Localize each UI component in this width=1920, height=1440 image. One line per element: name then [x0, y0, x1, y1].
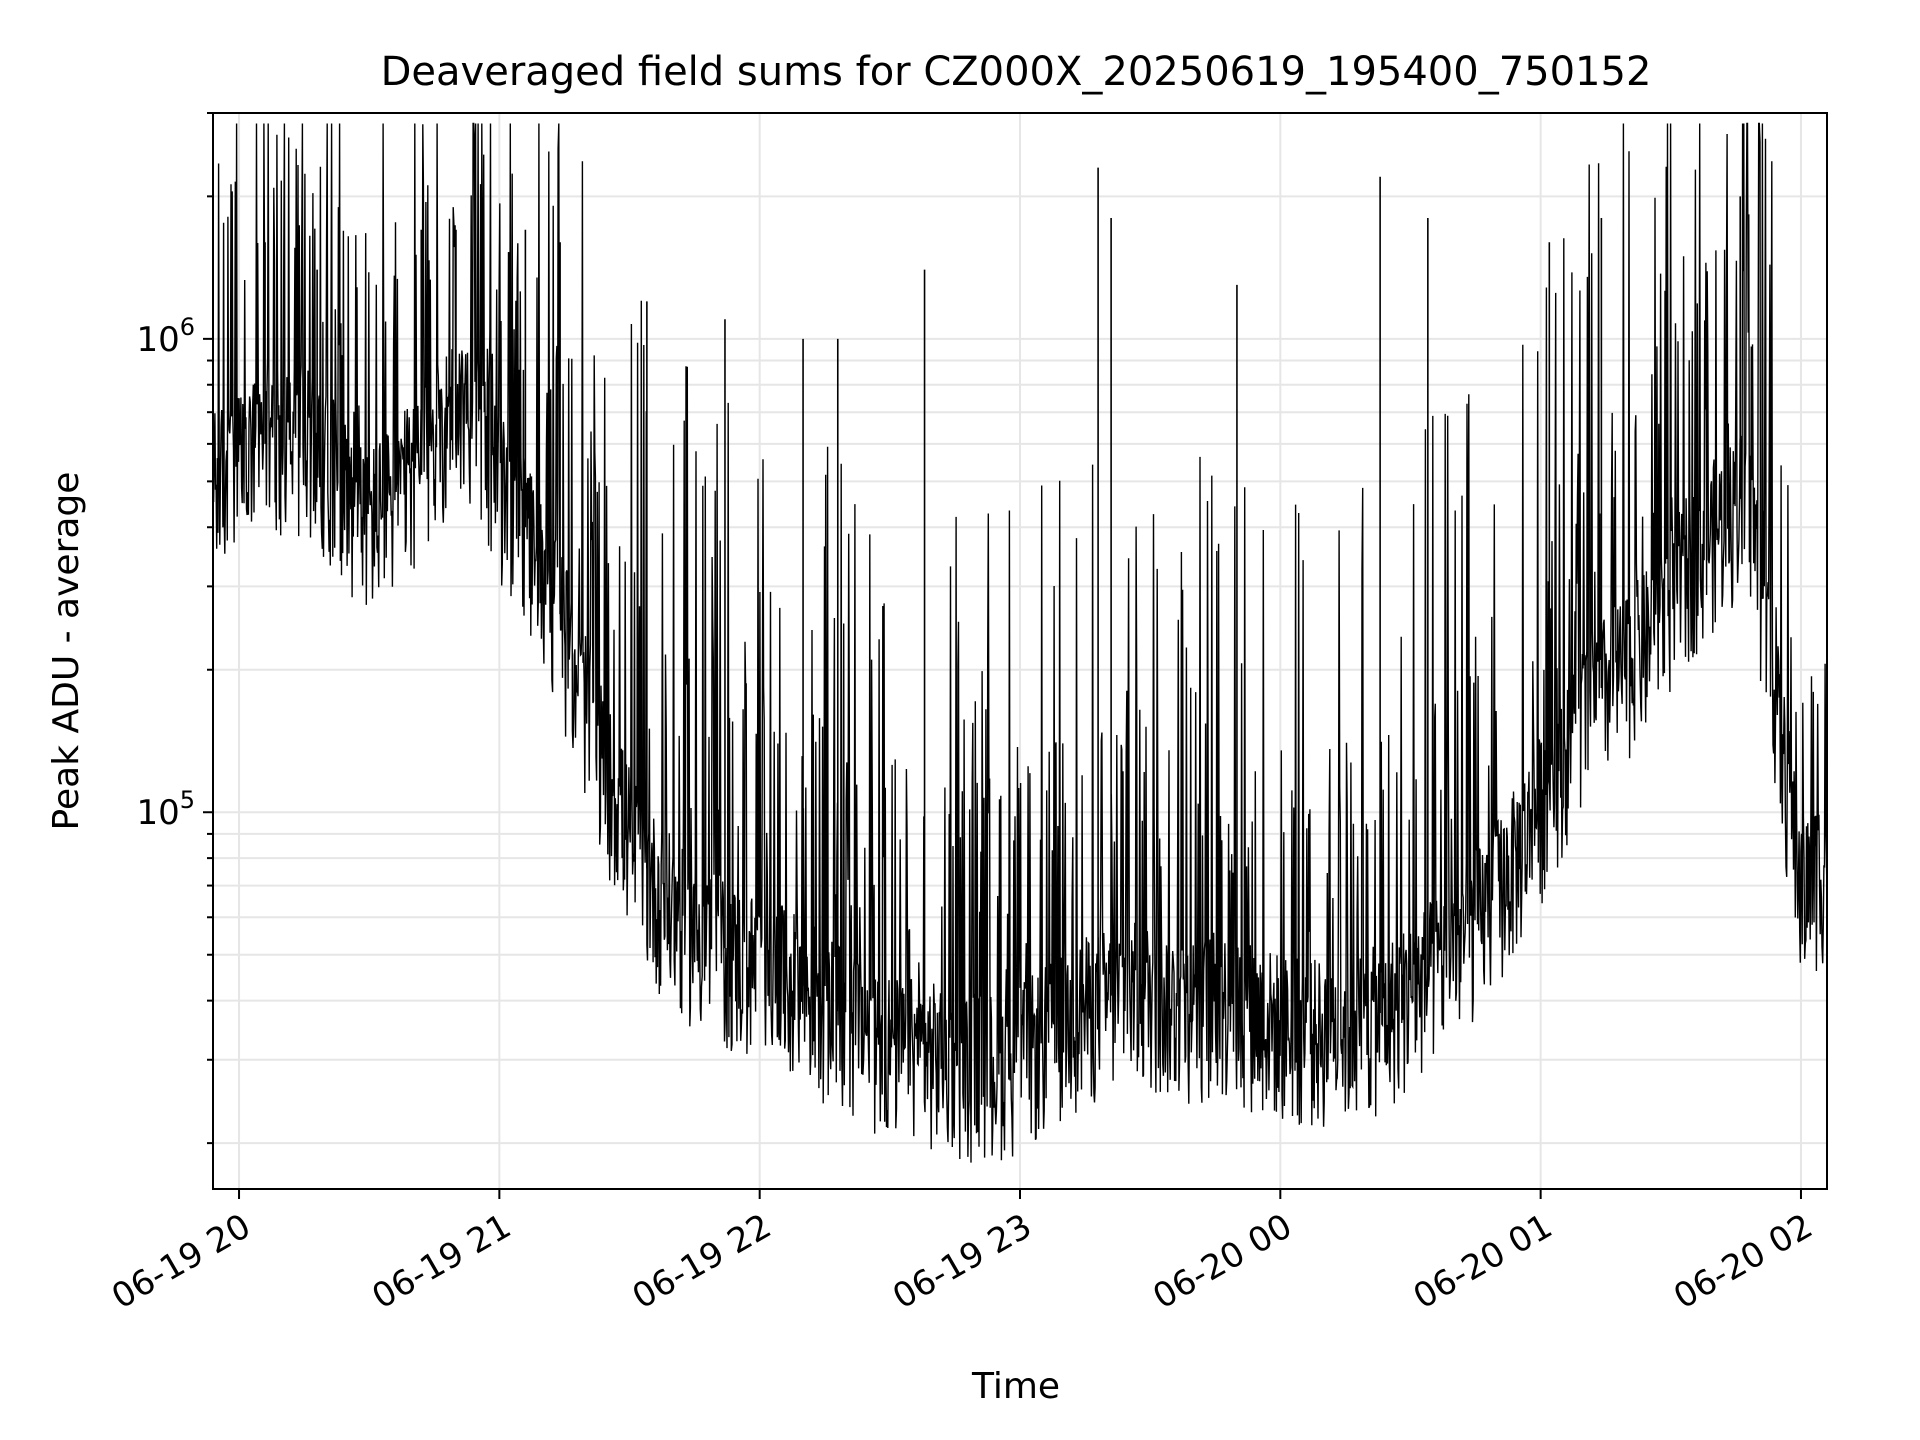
y-tick-label: 105	[136, 786, 195, 833]
x-tick-label: 06-20 02	[1667, 1206, 1819, 1317]
x-axis-label: Time	[971, 1366, 1060, 1407]
series-line	[212, 122, 1828, 1163]
x-tick-label: 06-20 01	[1407, 1206, 1559, 1317]
series	[212, 122, 1828, 1163]
chart-title: Deaveraged field sums for CZ000X_2025061…	[381, 49, 1652, 95]
y-axis-ticks: 105 106	[136, 112, 213, 1145]
y-tick-label: 106	[136, 313, 195, 360]
y-axis-label: Peak ADU - average	[46, 472, 87, 831]
x-axis-ticks: 06-19 20 06-19 21 06-19 22 06-19 23 06-20 00…	[105, 1189, 1819, 1317]
x-tick-label: 06-19 22	[626, 1206, 778, 1317]
x-tick-label: 06-19 23	[886, 1206, 1038, 1317]
x-tick-label: 06-19 20	[105, 1206, 257, 1317]
x-tick-label: 06-19 21	[365, 1206, 517, 1317]
x-tick-label: 06-20 00	[1146, 1206, 1298, 1317]
grid	[213, 112, 1827, 1189]
